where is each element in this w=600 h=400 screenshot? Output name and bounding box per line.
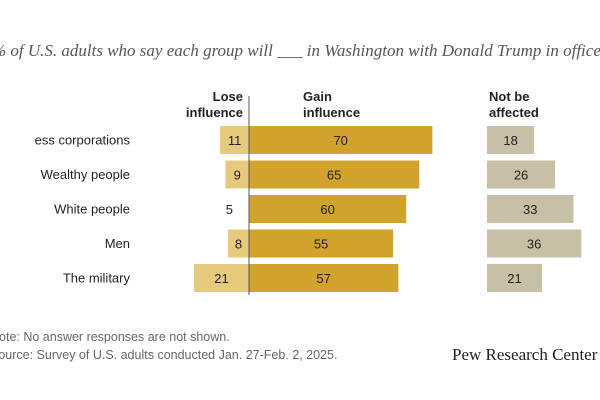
value-label-gain: 55 xyxy=(314,237,328,252)
bar-gain-influence xyxy=(249,126,433,154)
bar-not-affected xyxy=(487,229,582,258)
header-gain-influence: Gain influence xyxy=(303,89,360,120)
value-label-not-affected: 36 xyxy=(527,237,541,252)
bar-gain-influence xyxy=(249,195,407,223)
category-label: ess corporations xyxy=(35,133,131,148)
value-label-gain: 70 xyxy=(333,133,347,148)
note-text: Note: No answer responses are not shown. xyxy=(0,330,230,344)
bar-not-affected xyxy=(487,264,543,292)
value-label-not-affected: 21 xyxy=(507,271,521,286)
pew-logo-text: Pew Research Center xyxy=(452,345,598,364)
chart-row: White people 5 60 33 xyxy=(54,195,574,223)
chart-row: Men 8 55 36 xyxy=(105,229,582,258)
value-label-not-affected: 26 xyxy=(514,168,528,183)
chart-row: Wealthy people 9 65 26 xyxy=(41,160,556,189)
bar-gain-influence xyxy=(249,229,394,258)
chart-row: The military 21 57 21 xyxy=(63,264,543,292)
bar-not-affected xyxy=(487,126,535,154)
category-label: White people xyxy=(54,202,130,217)
value-label-not-affected: 18 xyxy=(503,133,517,148)
bar-lose-influence xyxy=(220,126,249,154)
value-label-not-affected: 33 xyxy=(523,202,537,217)
chart-subtitle: % of U.S. adults who say each group will… xyxy=(0,41,600,60)
bar-gain-influence xyxy=(249,264,399,292)
bar-lose-influence xyxy=(228,229,249,258)
category-label: Men xyxy=(105,236,130,251)
header-lose-influence: Lose influence xyxy=(186,89,243,120)
category-label: Wealthy people xyxy=(41,167,130,182)
chart-rows: ess corporations 11 70 18 Wealthy people 9 65 2… xyxy=(35,126,582,292)
source-text: Source: Survey of U.S. adults conducted … xyxy=(0,348,338,362)
bar-lose-influence xyxy=(193,264,249,292)
bar-lose-influence xyxy=(225,160,249,189)
bar-not-affected xyxy=(487,160,556,189)
header-not-affected: Not be affected xyxy=(489,89,539,120)
value-label-gain: 60 xyxy=(320,202,334,217)
bar-gain-influence xyxy=(249,160,420,189)
value-label-gain: 57 xyxy=(316,271,330,286)
value-label-lose: 5 xyxy=(226,202,233,217)
chart-row: ess corporations 11 70 18 xyxy=(35,126,535,154)
bar-not-affected xyxy=(487,195,574,223)
value-label-lose: 8 xyxy=(235,237,242,252)
value-label-lose: 9 xyxy=(234,168,241,183)
column-headers: Lose influence Gain influence Not be affected xyxy=(186,89,539,120)
category-label: The military xyxy=(63,271,131,286)
value-label-lose: 21 xyxy=(214,271,228,286)
value-label-lose: 11 xyxy=(228,133,242,148)
value-label-gain: 65 xyxy=(327,168,341,183)
